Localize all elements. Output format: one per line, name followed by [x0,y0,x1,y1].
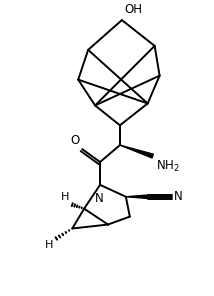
Text: N: N [174,190,182,203]
Text: NH$_2$: NH$_2$ [156,159,180,174]
Text: H: H [61,192,69,202]
Polygon shape [126,195,148,199]
Text: H: H [45,240,54,250]
Text: N: N [95,192,103,205]
Text: O: O [70,134,79,147]
Polygon shape [120,145,153,158]
Text: OH: OH [125,3,143,16]
